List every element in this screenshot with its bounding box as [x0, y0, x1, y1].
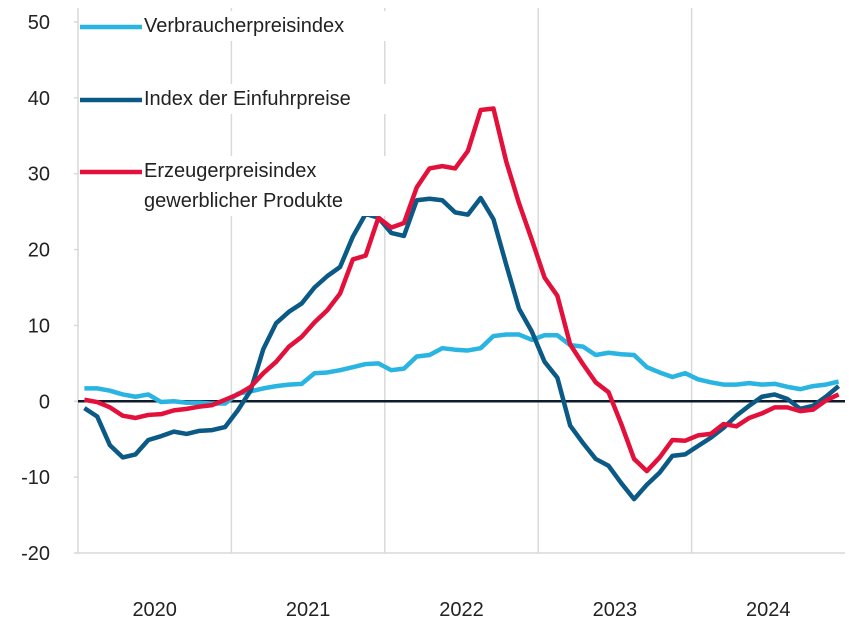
legend-label: Index der Einfuhrpreise — [144, 84, 394, 114]
y-tick-label: -20 — [21, 543, 50, 565]
y-tick-label: 0 — [39, 391, 50, 413]
y-tick-label: 10 — [28, 315, 50, 337]
y-tick-label: 50 — [28, 12, 50, 34]
legend-label: Verbraucherpreisindex — [144, 11, 394, 41]
x-tick-label: 2023 — [593, 599, 638, 621]
series-line — [83, 195, 841, 502]
series-line — [84, 332, 840, 406]
y-tick-label: 20 — [28, 240, 50, 262]
y-tick-label: 40 — [28, 88, 50, 110]
x-tick-label: 2024 — [746, 599, 791, 621]
x-tick-label: 2022 — [439, 599, 484, 621]
y-tick-label: 30 — [28, 164, 50, 186]
series-line — [83, 106, 840, 474]
x-tick-label: 2021 — [286, 599, 331, 621]
x-tick-label: 2020 — [132, 599, 177, 621]
legend-label: Erzeugerpreisindex gewerblicher Produkte — [144, 156, 394, 216]
y-tick-label: -10 — [21, 467, 50, 489]
